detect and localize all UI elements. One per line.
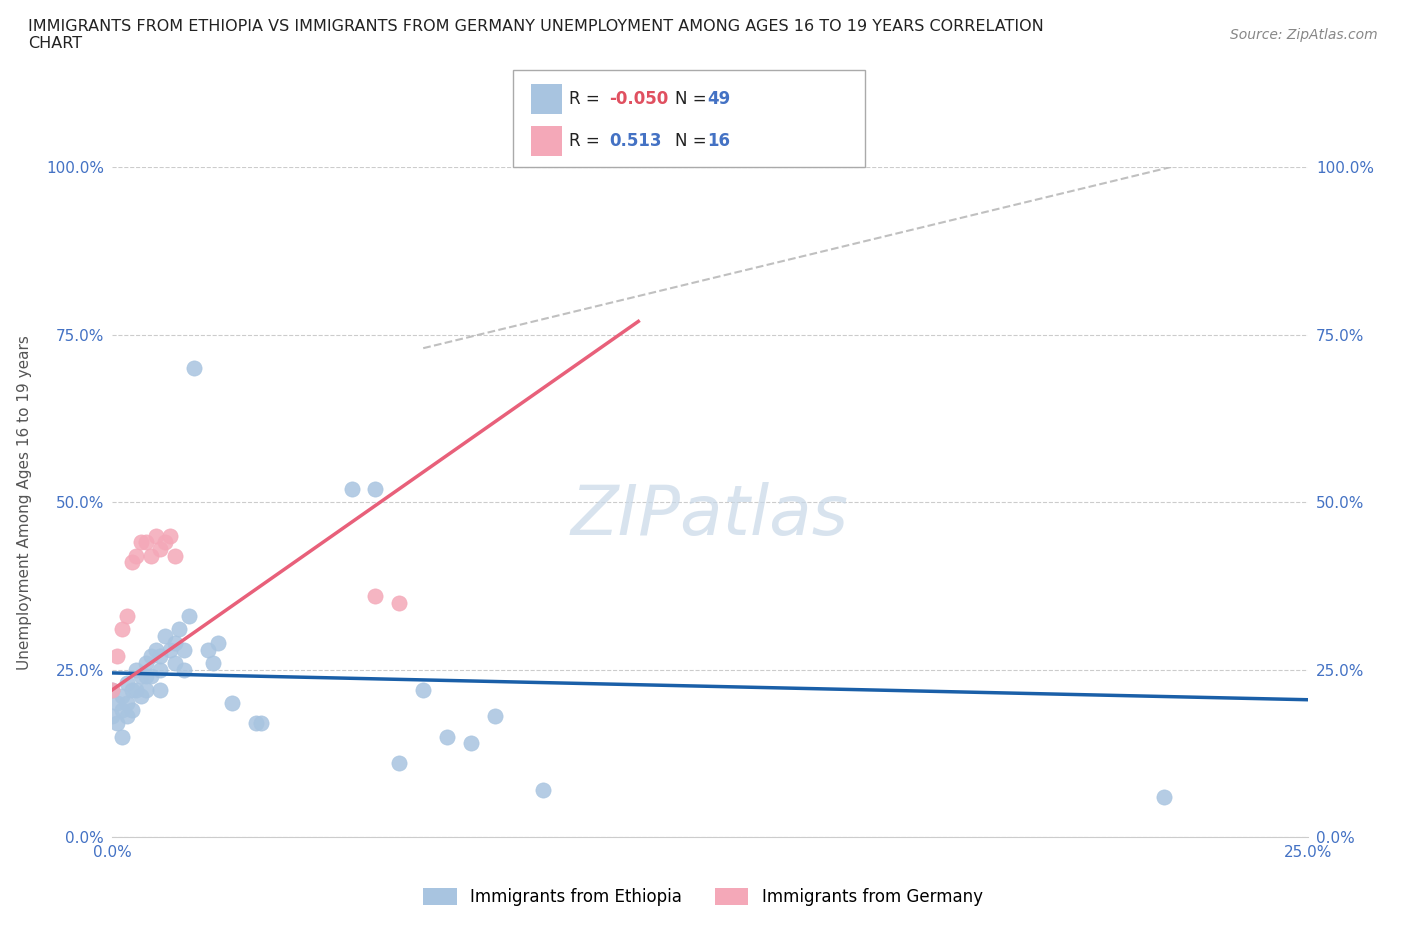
Point bbox=[115, 675, 138, 690]
Point bbox=[129, 669, 152, 684]
Text: 0.513: 0.513 bbox=[609, 132, 661, 150]
Point bbox=[135, 683, 157, 698]
Point bbox=[115, 709, 138, 724]
Point bbox=[207, 635, 229, 650]
Point bbox=[105, 716, 128, 731]
Point bbox=[460, 736, 482, 751]
Point bbox=[101, 683, 124, 698]
Point bbox=[169, 622, 191, 637]
Point bbox=[139, 549, 162, 564]
Text: N =: N = bbox=[675, 90, 711, 108]
Point bbox=[139, 669, 162, 684]
Point bbox=[531, 783, 554, 798]
Point bbox=[135, 656, 157, 671]
Text: ZIPatlas: ZIPatlas bbox=[571, 482, 849, 549]
Point bbox=[388, 756, 411, 771]
Point bbox=[484, 709, 506, 724]
Point bbox=[436, 729, 458, 744]
Point bbox=[125, 662, 148, 677]
Point bbox=[115, 696, 138, 711]
Point bbox=[125, 683, 148, 698]
Y-axis label: Unemployment Among Ages 16 to 19 years: Unemployment Among Ages 16 to 19 years bbox=[17, 335, 32, 670]
Point bbox=[159, 642, 181, 657]
Point bbox=[121, 702, 143, 717]
Point bbox=[173, 662, 195, 677]
Point bbox=[111, 622, 134, 637]
Text: R =: R = bbox=[569, 90, 606, 108]
Point bbox=[340, 482, 363, 497]
Legend: Immigrants from Ethiopia, Immigrants from Germany: Immigrants from Ethiopia, Immigrants fro… bbox=[416, 881, 990, 912]
Point bbox=[149, 662, 172, 677]
Point bbox=[173, 642, 195, 657]
Point bbox=[149, 541, 172, 556]
Point bbox=[197, 642, 219, 657]
Text: 49: 49 bbox=[707, 90, 731, 108]
Point bbox=[101, 709, 124, 724]
Point bbox=[364, 589, 387, 604]
Point bbox=[249, 716, 271, 731]
Text: N =: N = bbox=[675, 132, 711, 150]
Point bbox=[183, 361, 205, 376]
Point bbox=[163, 635, 186, 650]
Point bbox=[101, 683, 124, 698]
Text: IMMIGRANTS FROM ETHIOPIA VS IMMIGRANTS FROM GERMANY UNEMPLOYMENT AMONG AGES 16 T: IMMIGRANTS FROM ETHIOPIA VS IMMIGRANTS F… bbox=[28, 19, 1043, 51]
Point bbox=[105, 696, 128, 711]
Text: 16: 16 bbox=[707, 132, 730, 150]
Point bbox=[1153, 790, 1175, 804]
Point bbox=[111, 729, 134, 744]
Point bbox=[149, 649, 172, 664]
Point bbox=[153, 535, 176, 550]
Point bbox=[163, 549, 186, 564]
Point bbox=[111, 689, 134, 704]
Text: -0.050: -0.050 bbox=[609, 90, 668, 108]
Point bbox=[135, 669, 157, 684]
Point bbox=[163, 656, 186, 671]
Text: R =: R = bbox=[569, 132, 610, 150]
Point bbox=[121, 555, 143, 570]
Point bbox=[245, 716, 267, 731]
Point bbox=[221, 696, 243, 711]
Point bbox=[139, 649, 162, 664]
Text: Source: ZipAtlas.com: Source: ZipAtlas.com bbox=[1230, 28, 1378, 42]
Point bbox=[364, 482, 387, 497]
Point bbox=[135, 535, 157, 550]
Point bbox=[153, 629, 176, 644]
Point bbox=[388, 595, 411, 610]
Point bbox=[145, 642, 167, 657]
Point bbox=[177, 608, 200, 623]
Point bbox=[145, 528, 167, 543]
Point bbox=[125, 549, 148, 564]
Point bbox=[121, 683, 143, 698]
Point bbox=[201, 656, 224, 671]
Point bbox=[115, 608, 138, 623]
Point bbox=[105, 649, 128, 664]
Point bbox=[111, 702, 134, 717]
Point bbox=[129, 689, 152, 704]
Point bbox=[159, 528, 181, 543]
Point bbox=[412, 683, 434, 698]
Point bbox=[129, 535, 152, 550]
Point bbox=[149, 683, 172, 698]
